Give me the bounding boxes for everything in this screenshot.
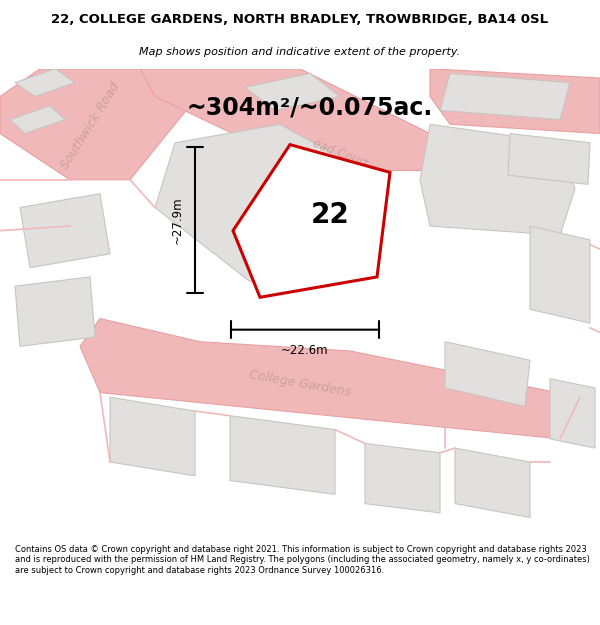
Polygon shape (440, 73, 570, 119)
Polygon shape (445, 342, 530, 406)
Polygon shape (508, 134, 590, 184)
Polygon shape (365, 444, 440, 513)
Polygon shape (20, 194, 110, 268)
Polygon shape (455, 448, 530, 518)
Polygon shape (430, 69, 600, 134)
Polygon shape (530, 226, 590, 323)
Polygon shape (110, 398, 195, 476)
Text: Contains OS data © Crown copyright and database right 2021. This information is : Contains OS data © Crown copyright and d… (15, 545, 590, 574)
Polygon shape (420, 124, 575, 235)
Polygon shape (140, 69, 430, 171)
Text: College Gardens: College Gardens (248, 368, 352, 399)
Text: Map shows position and indicative extent of the property.: Map shows position and indicative extent… (139, 47, 461, 56)
Text: Southwick Road: Southwick Road (58, 81, 122, 172)
Polygon shape (233, 144, 390, 298)
Polygon shape (245, 73, 340, 111)
Polygon shape (10, 106, 65, 134)
Polygon shape (80, 319, 580, 439)
Text: 22: 22 (311, 201, 349, 229)
Text: ead Court: ead Court (311, 137, 370, 171)
Polygon shape (0, 69, 190, 180)
Polygon shape (155, 124, 380, 281)
Text: ~27.9m: ~27.9m (170, 196, 184, 244)
Text: 22, COLLEGE GARDENS, NORTH BRADLEY, TROWBRIDGE, BA14 0SL: 22, COLLEGE GARDENS, NORTH BRADLEY, TROW… (52, 12, 548, 26)
Polygon shape (550, 379, 595, 448)
Polygon shape (230, 416, 335, 494)
Text: ~22.6m: ~22.6m (281, 344, 329, 356)
Polygon shape (15, 69, 75, 96)
Text: ~304m²/~0.075ac.: ~304m²/~0.075ac. (187, 96, 433, 119)
Polygon shape (15, 277, 95, 346)
